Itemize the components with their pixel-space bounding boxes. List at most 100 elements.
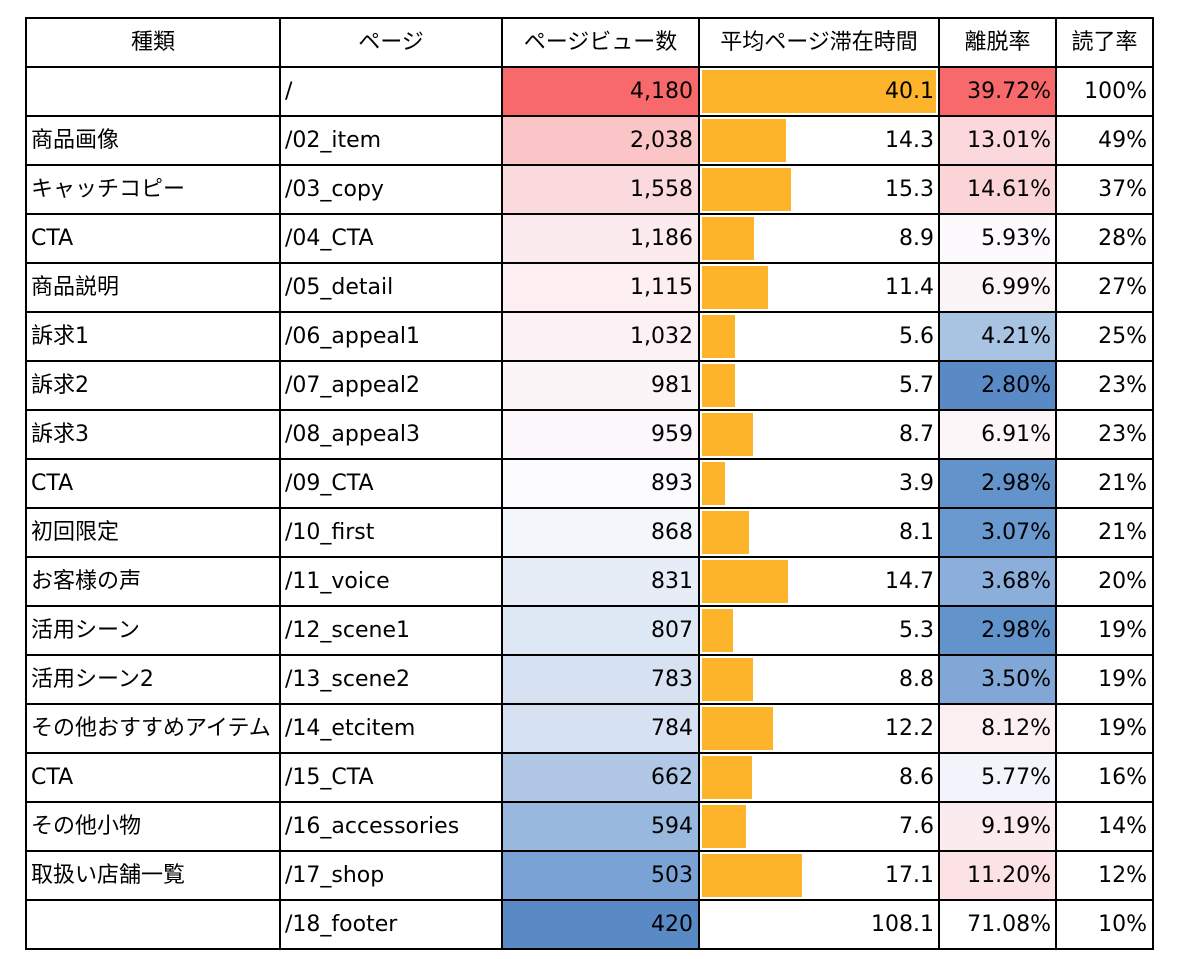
cell-page: /11_voice [281,558,503,607]
cell-page-text: /05_detail [285,275,394,300]
cell-exit-rate: 11.20% [940,852,1057,901]
cell-avg-time-text: 8.9 [899,226,934,251]
cell-pageviews: 1,186 [503,215,700,264]
cell-avg-time-text: 14.3 [885,128,934,153]
cell-read-rate-text: 25% [1098,324,1147,349]
time-data-bar [702,511,749,554]
cell-read-rate-text: 12% [1098,863,1147,888]
cell-exit-rate-text: 13.01% [967,128,1051,153]
cell-avg-time: 14.3 [700,117,940,166]
cell-type: 初回限定 [27,509,281,558]
cell-read-rate-text: 23% [1098,422,1147,447]
cell-pageviews: 783 [503,656,700,705]
cell-exit-rate: 2.98% [940,607,1057,656]
cell-read-rate-text: 100% [1084,79,1147,104]
cell-exit-rate: 4.21% [940,313,1057,362]
cell-read-rate-text: 21% [1098,520,1147,545]
cell-type: 商品説明 [27,264,281,313]
cell-read-rate: 28% [1057,215,1154,264]
cell-page: /02_item [281,117,503,166]
cell-pageviews-text: 4,180 [630,79,693,104]
cell-page-text: / [285,79,293,104]
header-pageviews: ページビュー数 [503,19,700,68]
cell-pageviews: 662 [503,754,700,803]
cell-page: /04_CTA [281,215,503,264]
cell-page-text: /17_shop [285,863,385,888]
cell-pageviews: 1,115 [503,264,700,313]
cell-avg-time-text: 11.4 [885,275,934,300]
cell-avg-time-text: 40.1 [885,79,934,104]
cell-read-rate: 14% [1057,803,1154,852]
cell-exit-rate-text: 2.80% [981,373,1051,398]
time-data-bar [702,462,725,505]
cell-avg-time: 8.6 [700,754,940,803]
cell-pageviews-text: 420 [651,912,693,937]
cell-exit-rate-text: 6.99% [981,275,1051,300]
cell-pageviews-text: 2,038 [630,128,693,153]
cell-exit-rate: 5.93% [940,215,1057,264]
cell-exit-rate: 6.99% [940,264,1057,313]
cell-avg-time: 5.7 [700,362,940,411]
table-row: / 4,180 40.1 39.72% 100% [27,68,1154,117]
cell-read-rate: 21% [1057,460,1154,509]
cell-page: /09_CTA [281,460,503,509]
table-row: 訴求3/08_appeal3 959 8.7 6.91% 23% [27,411,1154,460]
cell-pageviews: 1,558 [503,166,700,215]
cell-exit-rate-text: 71.08% [967,912,1051,937]
cell-type-text: 商品画像 [31,128,120,153]
cell-avg-time: 15.3 [700,166,940,215]
cell-page-text: /10_first [285,520,375,545]
cell-pageviews-text: 503 [651,863,693,888]
cell-page-text: /11_voice [285,569,390,594]
cell-pageviews: 831 [503,558,700,607]
table-row: CTA/15_CTA 662 8.6 5.77% 16% [27,754,1154,803]
cell-read-rate: 21% [1057,509,1154,558]
cell-read-rate: 100% [1057,68,1154,117]
cell-exit-rate-text: 2.98% [981,618,1051,643]
cell-read-rate-text: 28% [1098,226,1147,251]
cell-avg-time-text: 8.7 [899,422,934,447]
cell-type-text: CTA [31,765,74,790]
cell-page-text: /15_CTA [285,765,374,790]
cell-exit-rate: 2.80% [940,362,1057,411]
cell-type-text: 商品説明 [31,275,120,300]
table-row: 活用シーン/12_scene1 807 5.3 2.98% 19% [27,607,1154,656]
cell-read-rate: 49% [1057,117,1154,166]
cell-avg-time-text: 8.6 [899,765,934,790]
cell-type: お客様の声 [27,558,281,607]
cell-pageviews: 959 [503,411,700,460]
cell-avg-time-text: 14.7 [885,569,934,594]
cell-exit-rate: 71.08% [940,901,1057,950]
cell-avg-time-text: 8.1 [899,520,934,545]
cell-type: CTA [27,215,281,264]
cell-pageviews: 868 [503,509,700,558]
header-exit-rate: 離脱率 [940,19,1057,68]
cell-type-text: お客様の声 [31,569,142,594]
cell-type [27,901,281,950]
cell-page: /18_footer [281,901,503,950]
cell-read-rate-text: 19% [1098,618,1147,643]
time-data-bar [702,119,786,162]
table-row: /18_footer 420 108.1 71.08% 10% [27,901,1154,950]
cell-read-rate: 19% [1057,607,1154,656]
cell-type: CTA [27,754,281,803]
header-avg-time: 平均ページ滞在時間 [700,19,940,68]
cell-pageviews-text: 662 [651,765,693,790]
cell-pageviews: 807 [503,607,700,656]
cell-read-rate: 23% [1057,362,1154,411]
cell-type-text: その他小物 [31,814,142,839]
cell-type-text: 初回限定 [31,520,120,545]
cell-pageviews: 4,180 [503,68,700,117]
time-data-bar [702,217,754,260]
table-row: その他小物/16_accessories 594 7.6 9.19% 14% [27,803,1154,852]
cell-exit-rate: 8.12% [940,705,1057,754]
header-type: 種類 [27,19,281,68]
cell-page-text: /02_item [285,128,382,153]
cell-read-rate: 20% [1057,558,1154,607]
cell-pageviews: 503 [503,852,700,901]
cell-avg-time: 5.3 [700,607,940,656]
cell-avg-time-text: 7.6 [899,814,934,839]
cell-type-text: 取扱い店舗一覧 [31,863,186,888]
cell-type: その他おすすめアイテム [27,705,281,754]
cell-pageviews: 2,038 [503,117,700,166]
